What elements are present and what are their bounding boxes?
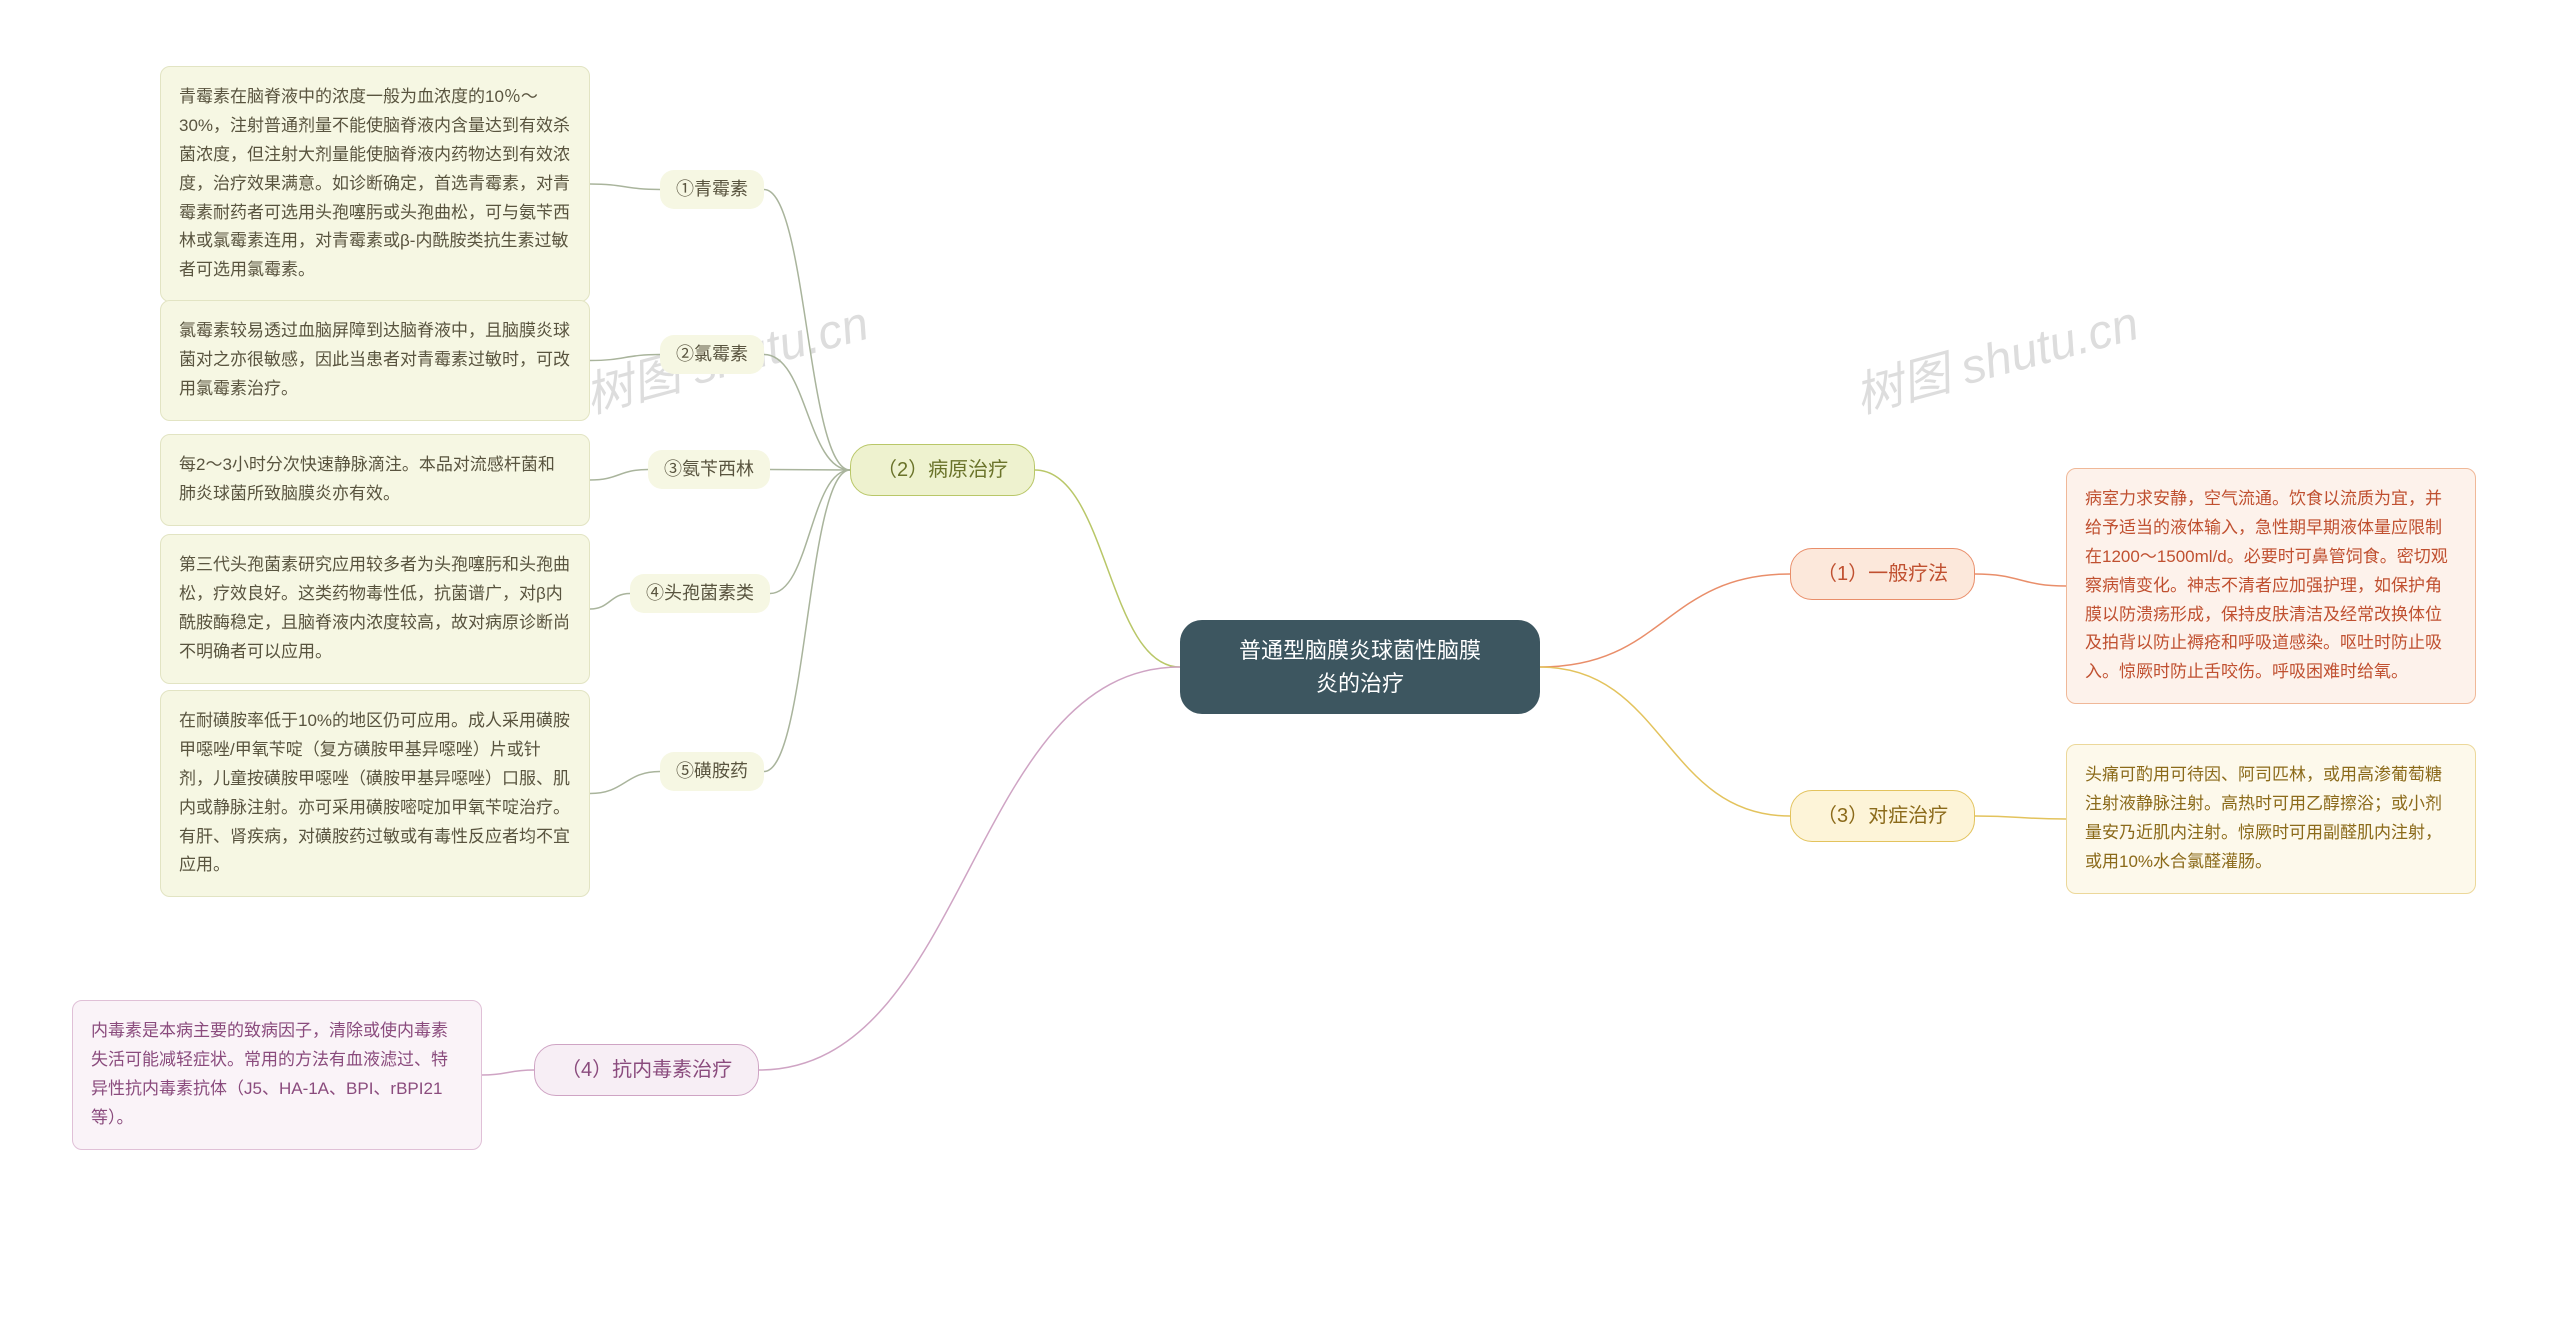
branch-antiendotoxin-therapy: （4）抗内毒素治疗 (534, 1044, 759, 1096)
sub-sulfonamides: ⑤磺胺药 (660, 752, 764, 791)
desc-text: 在耐磺胺率低于10%的地区仍可应用。成人采用磺胺甲噁唑/甲氧苄啶（复方磺胺甲基异… (179, 707, 571, 880)
sub-label: ③氨苄西林 (664, 456, 754, 483)
branch-label: （2）病原治疗 (877, 455, 1008, 485)
branch-symptomatic-therapy: （3）对症治疗 (1790, 790, 1975, 842)
desc-cephalosporins: 第三代头孢菌素研究应用较多者为头孢噻肟和头孢曲松，疗效良好。这类药物毒性低，抗菌… (160, 534, 590, 684)
desc-ampicillin: 每2～3小时分次快速静脉滴注。本品对流感杆菌和肺炎球菌所致脑膜炎亦有效。 (160, 434, 590, 526)
desc-text: 头痛可酌用可待因、阿司匹林，或用高渗葡萄糖注射液静脉注射。高热时可用乙醇擦浴；或… (2085, 761, 2457, 877)
desc-text: 每2～3小时分次快速静脉滴注。本品对流感杆菌和肺炎球菌所致脑膜炎亦有效。 (179, 451, 571, 509)
sub-ampicillin: ③氨苄西林 (648, 450, 770, 489)
desc-symptomatic-therapy: 头痛可酌用可待因、阿司匹林，或用高渗葡萄糖注射液静脉注射。高热时可用乙醇擦浴；或… (2066, 744, 2476, 894)
desc-text: 青霉素在脑脊液中的浓度一般为血浓度的10％～30%，注射普通剂量不能使脑脊液内含… (179, 83, 571, 285)
desc-antiendotoxin-therapy: 内毒素是本病主要的致病因子，清除或使内毒素失活可能减轻症状。常用的方法有血液滤过… (72, 1000, 482, 1150)
sub-penicillin: ①青霉素 (660, 170, 764, 209)
desc-penicillin: 青霉素在脑脊液中的浓度一般为血浓度的10％～30%，注射普通剂量不能使脑脊液内含… (160, 66, 590, 302)
branch-general-therapy: （1）一般疗法 (1790, 548, 1975, 600)
desc-text: 内毒素是本病主要的致病因子，清除或使内毒素失活可能减轻症状。常用的方法有血液滤过… (91, 1017, 463, 1133)
sub-label: ①青霉素 (676, 176, 748, 203)
desc-text: 第三代头孢菌素研究应用较多者为头孢噻肟和头孢曲松，疗效良好。这类药物毒性低，抗菌… (179, 551, 571, 667)
branch-label: （4）抗内毒素治疗 (561, 1055, 732, 1085)
sub-label: ⑤磺胺药 (676, 758, 748, 785)
branch-label: （3）对症治疗 (1817, 801, 1948, 831)
center-topic: 普通型脑膜炎球菌性脑膜炎的治疗 (1180, 620, 1540, 714)
sub-label: ②氯霉素 (676, 341, 748, 368)
desc-chloramphenicol: 氯霉素较易透过血脑屏障到达脑脊液中，且脑膜炎球菌对之亦很敏感，因此当患者对青霉素… (160, 300, 590, 421)
branch-pathogen-therapy: （2）病原治疗 (850, 444, 1035, 496)
branch-label: （1）一般疗法 (1817, 559, 1948, 589)
sub-label: ④头孢菌素类 (646, 580, 754, 607)
desc-general-therapy: 病室力求安静，空气流通。饮食以流质为宜，并给予适当的液体输入，急性期早期液体量应… (2066, 468, 2476, 704)
center-topic-label: 普通型脑膜炎球菌性脑膜炎的治疗 (1239, 634, 1481, 700)
desc-sulfonamides: 在耐磺胺率低于10%的地区仍可应用。成人采用磺胺甲噁唑/甲氧苄啶（复方磺胺甲基异… (160, 690, 590, 897)
sub-cephalosporins: ④头孢菌素类 (630, 574, 770, 613)
sub-chloramphenicol: ②氯霉素 (660, 335, 764, 374)
desc-text: 氯霉素较易透过血脑屏障到达脑脊液中，且脑膜炎球菌对之亦很敏感，因此当患者对青霉素… (179, 317, 571, 404)
watermark: 树图 shutu.cn (1846, 284, 2145, 427)
desc-text: 病室力求安静，空气流通。饮食以流质为宜，并给予适当的液体输入，急性期早期液体量应… (2085, 485, 2457, 687)
